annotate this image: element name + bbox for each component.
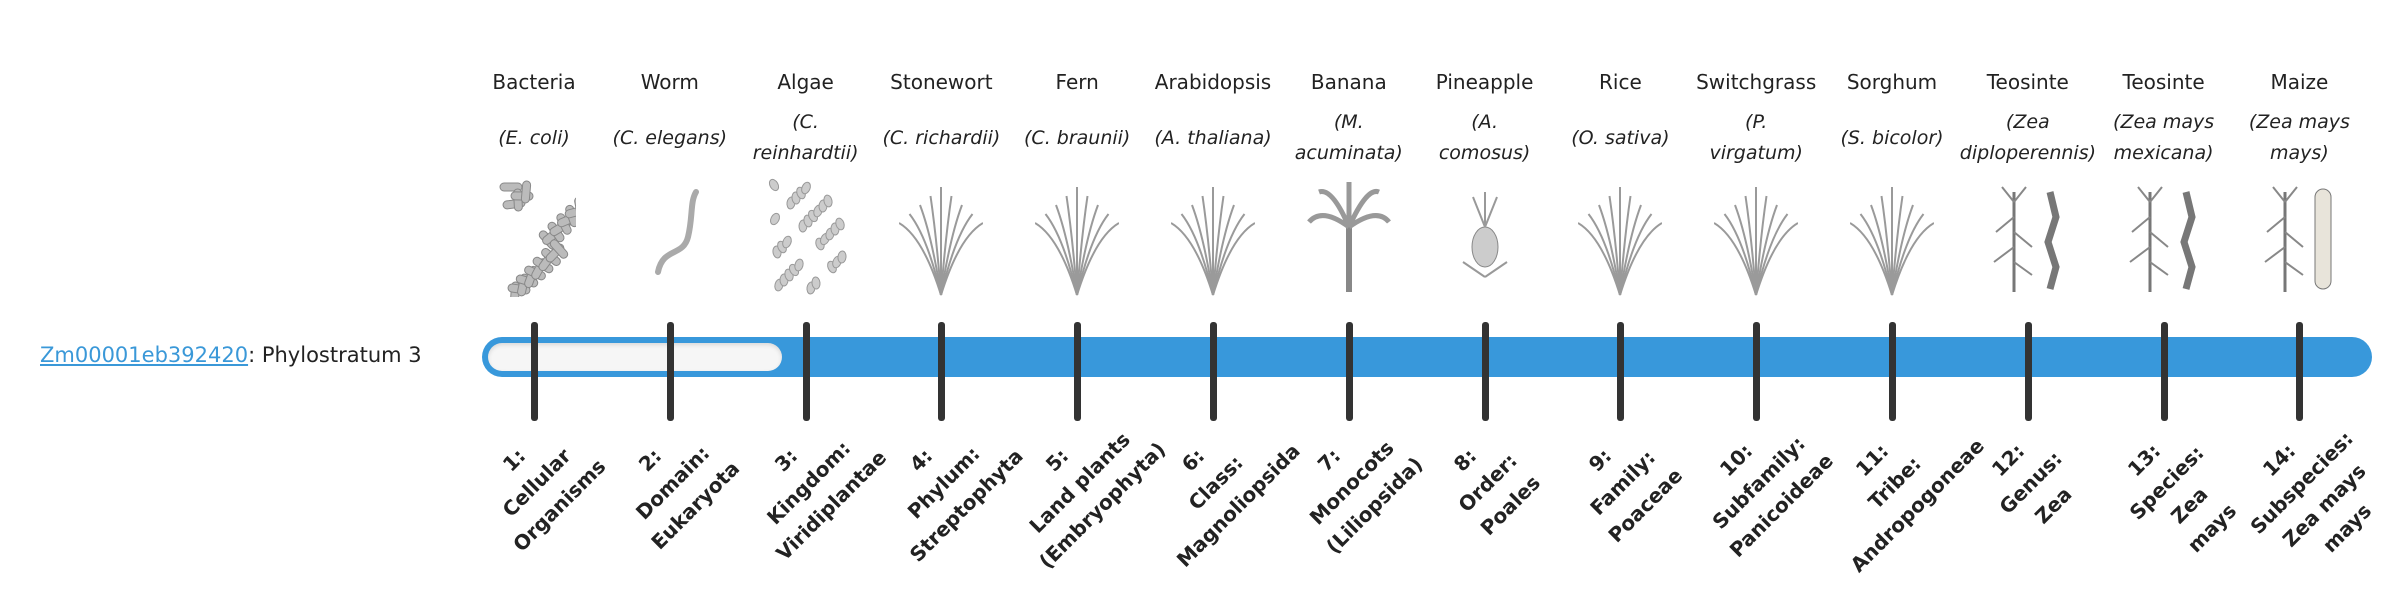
organism-image: [2231, 177, 2367, 297]
gene-stratum-label: Zm00001eb392420: Phylostratum 3: [40, 340, 422, 370]
stratum-tick: [938, 322, 946, 421]
organism-common-name: Maize: [2270, 70, 2329, 94]
organism-species-name: (P. virgatum): [1688, 106, 1824, 170]
separator: :: [248, 343, 262, 367]
organism-common-name: Algae: [777, 70, 834, 94]
stratum-tick: [2296, 322, 2304, 421]
organism-species-name: (Zea diploperennis): [1960, 106, 2096, 170]
pineapple-icon: [1462, 192, 1508, 278]
species-line: (E. coli): [498, 126, 570, 149]
organism-image: [1552, 177, 1688, 297]
species-line: (P.: [1745, 111, 1768, 133]
organism-image: [1824, 177, 1960, 297]
organism-image: [466, 177, 602, 297]
stratum-tick: [1889, 322, 1896, 421]
stratum-label: 14: Subspecies: Zea mays mays: [2204, 385, 2400, 603]
species-line: (C.: [792, 111, 819, 133]
organism-common-name: Stonewort: [890, 70, 993, 94]
organism-common-name: Switchgrass: [1696, 70, 1817, 94]
switchgrass-icon: [1714, 187, 1799, 296]
species-line: diploperennis): [1959, 142, 2097, 164]
stratum-tick: [1074, 322, 1082, 421]
sorghum-icon: [1850, 187, 1934, 296]
phylostratum-bar: [482, 337, 2372, 377]
organism-species-name: (A. thaliana): [1145, 106, 1281, 170]
species-line: (Zea: [2005, 111, 2050, 133]
organism-species-name: (A. comosus): [1417, 106, 1553, 170]
species-line: (Zea mays: [2113, 111, 2215, 133]
maize-icon: [2264, 186, 2332, 292]
arabidopsis-icon: [1171, 187, 1255, 296]
organism-common-name: Rice: [1599, 70, 1642, 94]
stratum-tick: [1481, 322, 1489, 421]
species-line: reinhardtii): [752, 142, 859, 164]
species-line: (Zea mays: [2248, 111, 2350, 133]
stratum-tick: [1753, 322, 1761, 421]
teosinte-mexicana-icon: [2128, 186, 2196, 292]
organism-species-name: (S. bicolor): [1824, 106, 1960, 170]
organism-image: [602, 177, 738, 297]
species-line: (C. elegans): [612, 126, 728, 149]
stratum-tick: [531, 322, 538, 421]
organism-species-name: (C. elegans): [602, 106, 738, 170]
species-line: (C. braunii): [1024, 126, 1131, 149]
species-line: comosus): [1438, 142, 1531, 164]
organism-image: [1145, 177, 1281, 297]
organism-species-name: (C. richardii): [873, 106, 1009, 170]
stratum-tick: [1210, 322, 1217, 421]
organism-species-name: (O. sativa): [1552, 106, 1688, 170]
banana-icon: [1306, 182, 1391, 292]
organism-common-name: Worm: [640, 70, 699, 94]
stratum-tick: [1617, 322, 1625, 421]
organism-image: [1688, 177, 1824, 297]
rice-icon: [1578, 187, 1663, 296]
teosinte-icon: [1993, 186, 2060, 292]
organism-species-name: (M. acuminata): [1281, 106, 1417, 170]
species-line: (A. thaliana): [1154, 126, 1272, 149]
fern-icon: [1035, 187, 1120, 296]
gene-id-link[interactable]: Zm00001eb392420: [40, 343, 249, 367]
species-line: (S. bicolor): [1840, 126, 1944, 149]
organism-species-name: (C. braunii): [1009, 106, 1145, 170]
organism-image: [1281, 177, 1417, 297]
organism-image: [2096, 177, 2232, 297]
stratum-tick: [802, 322, 810, 421]
bacteria-icon: [499, 180, 576, 297]
species-line: (C. richardii): [882, 126, 1001, 149]
species-line: mexicana): [2113, 142, 2214, 164]
phylostratum-text: Phylostratum 3: [261, 343, 422, 367]
species-line: acuminata): [1294, 142, 1403, 164]
species-line: (A.: [1471, 111, 1498, 133]
organism-common-name: Pineapple: [1435, 70, 1534, 94]
species-line: virgatum): [1709, 142, 1803, 164]
organism-image: [1009, 177, 1145, 297]
organism-common-name: Teosinte: [1986, 70, 2069, 94]
organism-species-name: (Zea mays mays): [2231, 106, 2367, 170]
species-line: mays): [2270, 142, 2329, 164]
worm-icon: [654, 189, 699, 275]
algae-icon: [768, 178, 847, 295]
organism-image: [738, 177, 874, 297]
organism-image: [873, 177, 1009, 297]
organism-species-name: (E. coli): [466, 106, 602, 170]
stratum-tick: [1345, 322, 1353, 421]
organism-common-name: Banana: [1310, 70, 1387, 94]
organism-species-name: (C. reinhardtii): [738, 106, 874, 170]
stratum-tick: [666, 322, 674, 421]
organism-common-name: Fern: [1055, 70, 1099, 94]
species-line: (M.: [1333, 111, 1364, 133]
organism-common-name: Teosinte: [2122, 70, 2205, 94]
stratum-tick: [2160, 322, 2168, 421]
stonewort-icon: [899, 187, 984, 296]
organism-common-name: Sorghum: [1846, 70, 1938, 94]
stratum-tick: [2024, 322, 2032, 421]
organism-common-name: Bacteria: [492, 70, 576, 94]
organism-species-name: (Zea mays mexicana): [2096, 106, 2232, 170]
organism-image: [1960, 177, 2096, 297]
organism-image: [1417, 177, 1553, 297]
organism-common-name: Arabidopsis: [1154, 70, 1272, 94]
species-line: (O. sativa): [1571, 126, 1670, 149]
